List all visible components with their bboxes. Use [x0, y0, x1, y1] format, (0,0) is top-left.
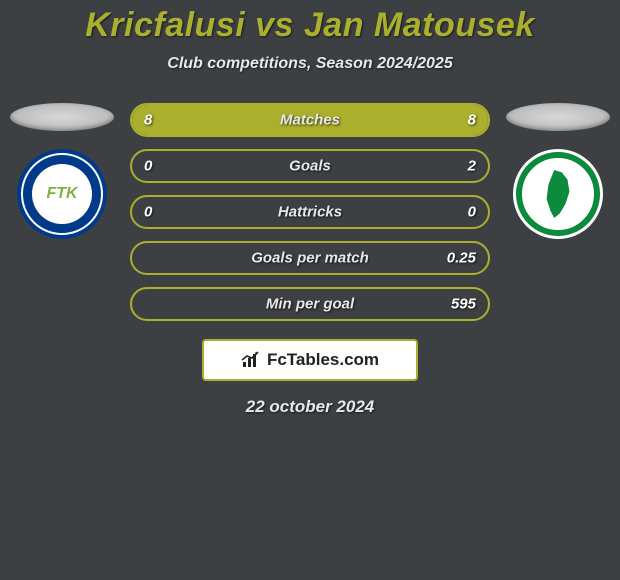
stat-pill: 8 Matches 8 — [130, 103, 490, 137]
stat-label: Goals per match — [251, 250, 369, 267]
stat-value-right: 2 — [468, 158, 476, 175]
subtitle: Club competitions, Season 2024/2025 — [0, 55, 620, 73]
stat-value-left: 8 — [144, 112, 152, 129]
date-line: 22 october 2024 — [0, 397, 620, 417]
stat-value-left: 0 — [144, 204, 152, 221]
stat-label: Matches — [280, 112, 340, 129]
stat-label: Min per goal — [266, 296, 354, 313]
stat-label: Goals — [289, 158, 331, 175]
player-left-photo-placeholder — [10, 103, 114, 131]
branding-box[interactable]: FcTables.com — [202, 339, 418, 381]
stat-value-right: 0.25 — [447, 250, 476, 267]
chart-icon — [241, 351, 261, 369]
stat-value-right: 8 — [468, 112, 476, 129]
branding-text: FcTables.com — [267, 350, 379, 370]
stat-pill: Goals per match 0.25 — [130, 241, 490, 275]
comparison-card: Kricfalusi vs Jan Matousek Club competit… — [0, 0, 620, 417]
club-badge-right[interactable] — [513, 149, 603, 239]
stat-value-right: 0 — [468, 204, 476, 221]
stats-column: 8 Matches 8 0 Goals 2 0 Hattricks 0 Goals per mat… — [130, 103, 490, 321]
stat-pill: 0 Hattricks 0 — [130, 195, 490, 229]
player-left-column — [6, 103, 118, 239]
stat-value-left: 0 — [144, 158, 152, 175]
player-right-column — [502, 103, 614, 239]
page-title: Kricfalusi vs Jan Matousek — [0, 6, 620, 45]
stat-pill: 0 Goals 2 — [130, 149, 490, 183]
stat-pill: Min per goal 595 — [130, 287, 490, 321]
stat-value-right: 595 — [451, 296, 476, 313]
main-row: 8 Matches 8 0 Goals 2 0 Hattricks 0 Goals per mat… — [0, 103, 620, 321]
club-badge-left[interactable] — [17, 149, 107, 239]
stat-label: Hattricks — [278, 204, 342, 221]
player-right-photo-placeholder — [506, 103, 610, 131]
